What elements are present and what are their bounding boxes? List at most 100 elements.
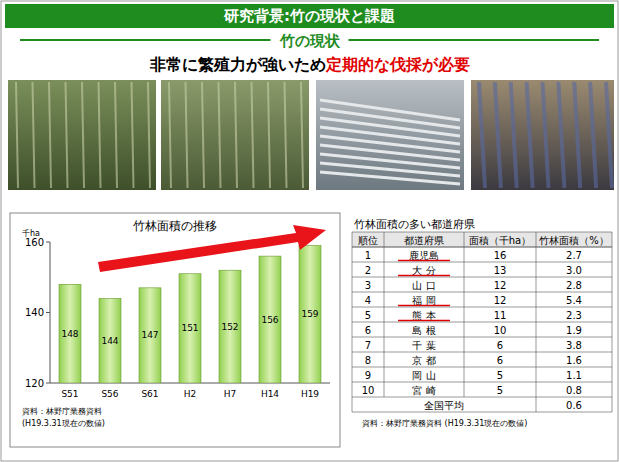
photo-detail [115, 82, 117, 188]
photo-detail [606, 82, 612, 188]
cell: 2.3 [566, 310, 582, 321]
y-tick [46, 312, 50, 313]
bars [59, 246, 321, 383]
table-title: 竹林面積の多い都道府県 [354, 218, 475, 231]
slide: 研究背景:竹の現状と課題竹の現状非常に繁殖力が強いため定期的な伐採が必要竹林面積… [0, 0, 619, 462]
cell: 7 [365, 340, 371, 351]
data-label: 152 [221, 322, 238, 332]
cell: 0.8 [566, 385, 582, 396]
photo-detail [16, 82, 18, 188]
table-rule [352, 367, 612, 368]
cell: 12 [494, 295, 507, 306]
photo-detail [320, 127, 460, 144]
cell: 1 [365, 250, 371, 261]
bar [259, 256, 281, 383]
photo-detail [33, 82, 35, 188]
cell: 2 [365, 265, 371, 276]
photo-detail [66, 82, 68, 188]
cell: 6 [497, 355, 503, 366]
photo-detail [527, 82, 533, 188]
cell: 熊 本 [412, 310, 435, 321]
photo-detail [252, 82, 254, 188]
photo-detail [285, 82, 287, 188]
table-rule [352, 262, 612, 263]
photo [316, 80, 464, 190]
cell: 全国平均 [424, 400, 464, 411]
highlight [398, 305, 450, 306]
chart-panel [10, 213, 340, 447]
photo-detail [202, 82, 204, 188]
photo-detail [132, 82, 134, 188]
cell: 山 口 [412, 280, 435, 291]
column-head: 順位 [358, 235, 378, 246]
photo [161, 80, 309, 190]
photo-detail [479, 82, 485, 188]
x-tick-label: H2 [184, 389, 197, 399]
cell: 京 都 [412, 355, 435, 366]
x-tick-label: S61 [141, 389, 158, 399]
title-bar [5, 4, 614, 28]
chart-title: 竹林面積の推移 [133, 219, 217, 233]
section: 竹の現状 [279, 32, 341, 50]
photo-detail [511, 82, 517, 188]
cell: 8 [365, 355, 371, 366]
frame [1, 1, 618, 461]
photo [8, 80, 156, 190]
x-tick-label: H7 [224, 389, 237, 399]
labels: 148144147151152156159 [61, 309, 318, 345]
bar [139, 288, 161, 383]
photo-detail [148, 82, 150, 188]
cell: 6 [497, 340, 503, 351]
cell: 5 [365, 310, 371, 321]
photo-detail [235, 82, 237, 188]
x-tick-label: H19 [301, 389, 319, 399]
x-tick-label: H14 [261, 389, 279, 399]
photo-detail [268, 82, 270, 188]
y-tick [46, 383, 50, 384]
x-tick-label: S56 [101, 389, 118, 399]
cell: 2.8 [566, 280, 582, 291]
annotation: (H19.3.31現在の数値) [22, 419, 105, 428]
bar [99, 298, 121, 383]
table-source: 資料：林野庁業務資料 (H19.3.31現在の数値) [362, 419, 527, 428]
trend-arrow [98, 225, 326, 272]
message: 非常に繁殖力が強いため定期的な伐採が必要 [149, 55, 470, 74]
highlight [398, 275, 450, 276]
photo-detail [320, 109, 460, 128]
table-rule [352, 352, 612, 353]
cell: 10 [362, 385, 375, 396]
cell: 5.4 [566, 295, 582, 306]
table-rule [612, 232, 613, 412]
photo-detail [590, 82, 596, 188]
photo-detail [169, 82, 171, 188]
annotation: 資料：林野庁業務資料 [22, 407, 102, 416]
bar [299, 246, 321, 383]
title: 研究背景:竹の現状と課題 [223, 7, 395, 25]
data-label: 156 [261, 315, 278, 325]
cell: 3 [365, 280, 371, 291]
table-rule [352, 277, 612, 278]
table-rule [352, 382, 612, 383]
cell: 島 根 [412, 325, 435, 336]
data-label: 148 [61, 329, 78, 339]
highlight [398, 320, 450, 321]
header-bg [352, 232, 612, 247]
photo-detail [320, 172, 460, 184]
table-rule [352, 292, 612, 293]
cell: 5 [497, 370, 503, 381]
photo-detail [320, 118, 460, 136]
cell: 千 葉 [412, 340, 435, 351]
photo-detail [186, 82, 188, 188]
cell: 12 [494, 280, 507, 291]
table-rule [384, 232, 385, 397]
table-rule [352, 397, 612, 398]
photo-detail [558, 82, 564, 188]
y-tick-label: 140 [25, 307, 44, 318]
photo [471, 80, 614, 190]
y-tick [46, 242, 50, 243]
cell: 16 [494, 250, 507, 261]
table-rule [464, 232, 465, 397]
photo-detail [495, 82, 501, 188]
cell: 1.6 [566, 355, 582, 366]
cell: 2.7 [566, 250, 582, 261]
